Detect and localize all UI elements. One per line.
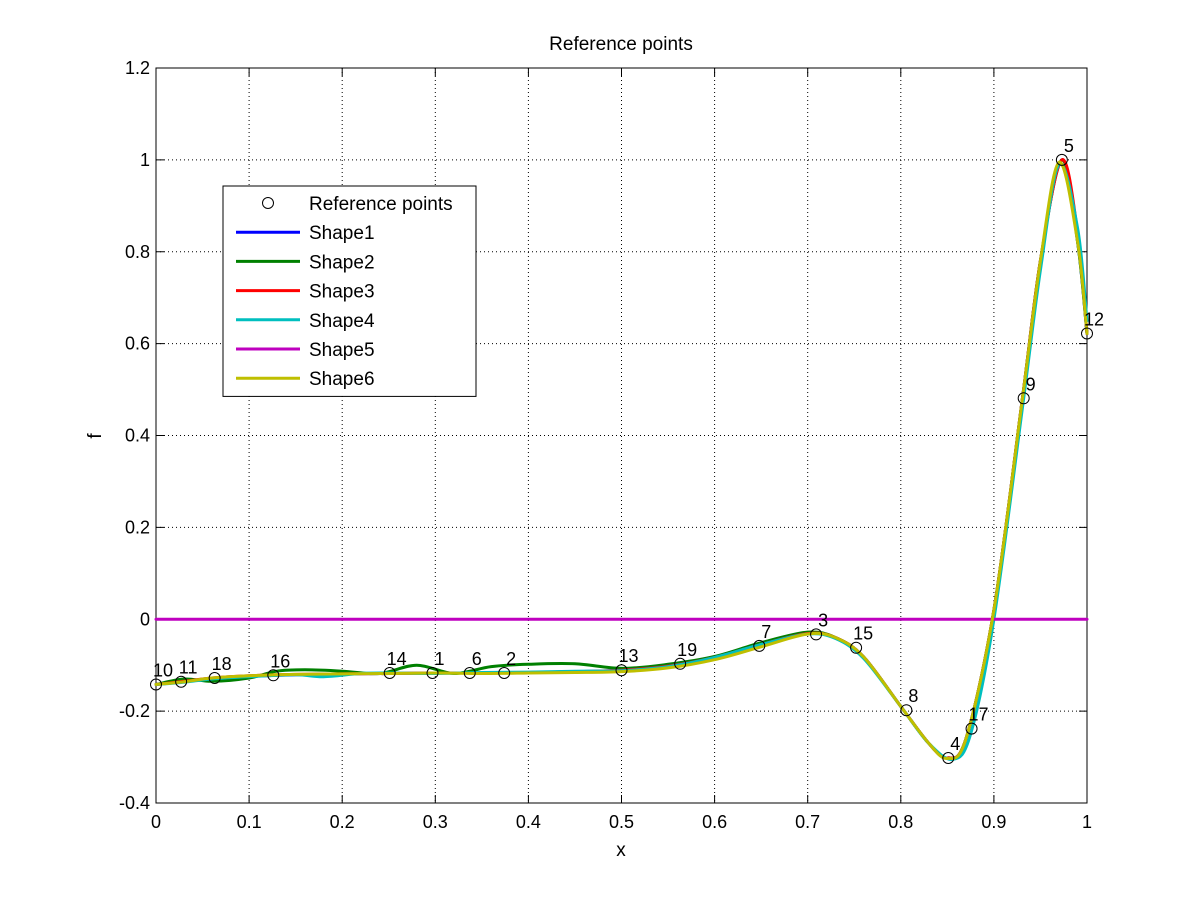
x-tick-label: 0.9	[981, 812, 1006, 832]
x-tick-label: 0.5	[609, 812, 634, 832]
reference-point	[150, 678, 162, 691]
legend: Reference points Shape1 Shape2 Shape3 Shape4…	[222, 185, 477, 397]
reference-point-label: 19	[677, 640, 697, 660]
x-tick-label: 0.6	[702, 812, 727, 832]
reference-point-label: 17	[969, 705, 989, 725]
x-tick-label: 1	[1082, 812, 1092, 832]
reference-point-label: 9	[1026, 374, 1036, 394]
reference-point	[900, 704, 913, 717]
y-tick-label: 0.4	[125, 426, 150, 446]
reference-point	[498, 666, 511, 679]
reference-point-label: 15	[853, 624, 873, 644]
y-tick-label: 0	[140, 609, 150, 629]
x-tick-label: 0.8	[888, 812, 913, 832]
x-tick-label: 0.7	[795, 812, 820, 832]
reference-point-label: 11	[179, 658, 198, 678]
reference-point	[426, 666, 439, 679]
reference-point-label: 12	[1084, 310, 1104, 330]
reference-point	[674, 657, 687, 670]
reference-point-label: 10	[153, 660, 173, 680]
x-tick-label: 0	[151, 812, 161, 832]
x-axis-label: x	[616, 840, 626, 861]
reference-point	[810, 628, 823, 641]
tick-labels: 0 0.1 0.2 0.3 0.4 0.5 0.6 0.7 0.8 0.9 1 -0.4 -0.2 0 0.…	[119, 58, 1092, 832]
legend-label-shape1: Shape1	[309, 223, 375, 244]
x-tick-label: 0.2	[330, 812, 355, 832]
reference-point	[463, 666, 476, 679]
reference-point	[175, 675, 188, 688]
y-axis-label: f	[85, 433, 106, 439]
reference-point-label: 6	[472, 649, 482, 669]
reference-point-label: 5	[1064, 136, 1074, 156]
y-tick-label: -0.4	[119, 793, 150, 813]
legend-label-reference-points: Reference points	[309, 194, 453, 215]
reference-point-label: 8	[908, 686, 918, 706]
legend-label-shape4: Shape4	[309, 311, 375, 332]
reference-point-label: 14	[387, 649, 407, 669]
x-tick-label: 0.1	[237, 812, 262, 832]
reference-point-label: 7	[761, 622, 771, 642]
reference-point	[965, 722, 978, 735]
y-tick-label: 0.8	[125, 242, 150, 262]
legend-marker-reference-points	[262, 197, 274, 209]
y-tick-label: 0.6	[125, 334, 150, 354]
reference-point	[850, 641, 863, 654]
reference-point-label: 1	[434, 649, 444, 669]
series-line-shape6	[154, 160, 1089, 760]
reference-point	[1017, 392, 1030, 405]
x-tick-label: 0.4	[516, 812, 541, 832]
legend-label-shape2: Shape2	[309, 252, 375, 273]
reference-point	[208, 672, 221, 685]
x-tick-label: 0.3	[423, 812, 448, 832]
reference-point-label: 18	[212, 654, 232, 674]
reference-point	[753, 639, 766, 652]
y-tick-label: -0.2	[119, 701, 150, 721]
legend-label-shape5: Shape5	[309, 340, 375, 361]
y-tick-label: 1.2	[125, 58, 150, 78]
reference-point-label: 3	[818, 610, 828, 630]
chart-title: Reference points	[549, 34, 693, 55]
legend-label-shape3: Shape3	[309, 282, 375, 303]
reference-point-label: 4	[950, 734, 960, 754]
reference-point	[1081, 327, 1093, 340]
legend-label-shape6: Shape6	[309, 369, 375, 390]
reference-point	[942, 751, 955, 764]
grid	[156, 68, 1087, 803]
reference-point-label: 13	[618, 646, 638, 666]
reference-point-label: 2	[506, 649, 516, 669]
reference-point	[383, 666, 396, 679]
reference-point	[1055, 153, 1068, 166]
reference-point-label: 16	[270, 651, 290, 671]
reference-point	[267, 669, 280, 682]
y-tick-label: 0.2	[125, 517, 150, 537]
reference-point	[615, 664, 628, 677]
y-tick-label: 1	[140, 150, 150, 170]
